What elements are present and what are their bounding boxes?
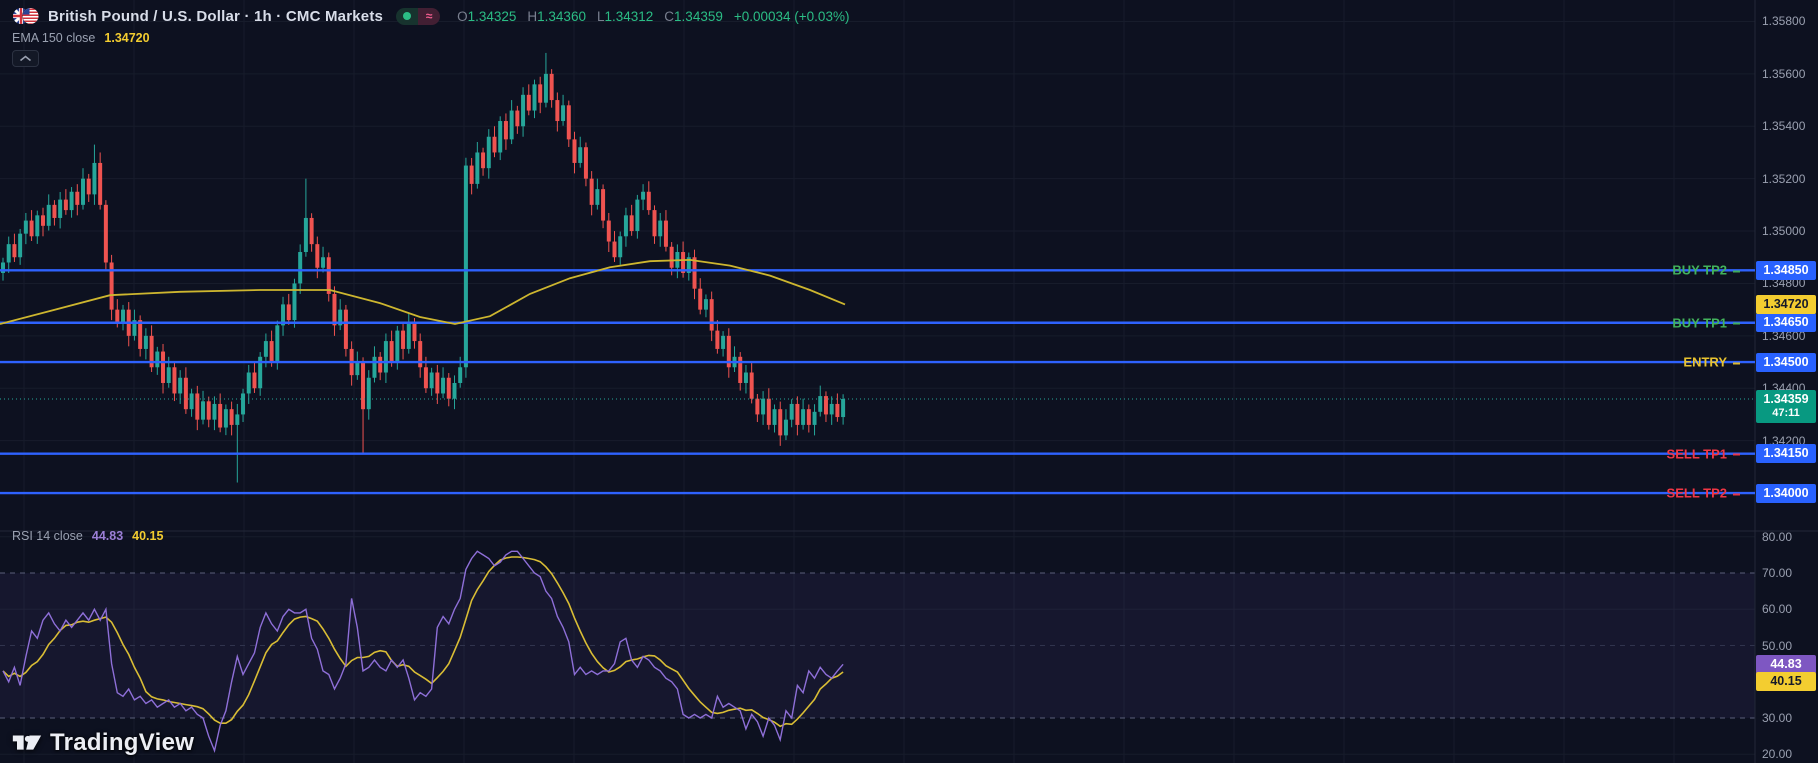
rsi-line [2,550,844,754]
rsi-indicator-label[interactable]: RSI 14 close [12,529,83,543]
price-tag-buy-tp2[interactable]: 1.34850 [1756,260,1816,280]
high-label: H [527,8,538,24]
price-tag-sell-tp2[interactable]: 1.34000 [1756,483,1816,503]
rsi-band [0,572,1755,719]
price-axis-tick: 1.34200 [1762,433,1806,448]
price-tag-entry[interactable]: 1.34500 [1756,352,1816,372]
rsi-value-tag: 44.83 [1756,654,1816,674]
level-label-entry[interactable]: ENTRY [1683,355,1740,370]
level-label-sell-tp2[interactable]: SELL TP2 [1667,486,1740,501]
symbol-flags-icon [12,6,39,26]
price-tag-sell-tp1[interactable]: 1.34150 [1756,444,1816,464]
change-value: +0.00034 (+0.03%) [733,8,850,24]
rsi-ma-value: 40.15 [132,529,164,543]
bar-countdown: 47:11 [1772,406,1800,419]
price-axis-tick: 1.35200 [1762,171,1806,186]
current-price-tag: 1.34359 47:11 [1756,389,1816,423]
price-axis-tick: 1.35600 [1762,66,1806,81]
high-value: 1.34360 [537,8,586,24]
level-label-sell-tp1[interactable]: SELL TP1 [1667,446,1740,461]
price-axis-tick: 1.34800 [1762,276,1806,291]
level-label-buy-tp1[interactable]: BUY TP1 [1672,315,1740,330]
price-axis-tick: 1.34600 [1762,328,1806,343]
price-axis-tick: 1.35800 [1762,14,1806,29]
rsi-axis-tick: 70.00 [1762,566,1793,581]
rsi-value: 44.83 [91,529,124,543]
rsi-ma-value-tag: 40.15 [1756,671,1816,691]
level-label-buy-tp2[interactable]: BUY TP2 [1672,263,1740,278]
candles-series [1,52,846,483]
ema-indicator-row: EMA 150 close 1.34720 [12,31,150,45]
open-value: 1.34325 [467,8,517,24]
rsi-axis-tick: 80.00 [1762,529,1793,544]
close-value: 1.34359 [674,8,723,24]
symbol-title[interactable]: British Pound / U.S. Dollar · 1h · CMC M… [48,7,384,25]
grid-lines [0,0,1755,763]
market-status-pill: ≈ [396,7,441,25]
open-label: O [457,8,468,24]
ema-value-tag: 1.34720 [1756,294,1816,314]
tradingview-logo-text: TradingView [50,729,195,756]
collapse-indicator-button[interactable] [12,50,39,67]
current-price-value: 1.34359 [1763,391,1809,406]
rsi-axis-tick: 60.00 [1762,602,1793,617]
price-axis-tick: 1.35000 [1762,224,1806,239]
low-value: 1.34312 [604,8,654,24]
rsi-ma-line [2,556,844,728]
ema-indicator-value: 1.34720 [104,31,150,45]
market-open-dot-icon[interactable] [396,7,419,25]
delayed-data-icon[interactable]: ≈ [418,7,441,25]
price-axis-tick: 1.35400 [1762,119,1806,134]
price-tag-buy-tp1[interactable]: 1.34650 [1756,313,1816,333]
low-label: L [596,8,605,24]
tradingview-mark-icon [12,731,42,755]
rsi-axis-tick: 30.00 [1762,711,1793,726]
ohlc-readout: O1.34325 H1.34360 L1.34312 C1.34359 +0.0… [457,9,849,24]
rsi-indicator-row: RSI 14 close 44.83 40.15 [12,529,163,543]
ema-line [0,258,846,325]
rsi-axis-tick: 20.00 [1762,747,1793,762]
ema-indicator-label[interactable]: EMA 150 close [12,31,96,45]
tradingview-logo[interactable]: TradingView [12,729,194,757]
chart-header: British Pound / U.S. Dollar · 1h · CMC M… [12,6,849,26]
chevron-up-icon [19,55,32,62]
rsi-axis-tick: 50.00 [1762,638,1793,653]
close-label: C [664,8,675,24]
